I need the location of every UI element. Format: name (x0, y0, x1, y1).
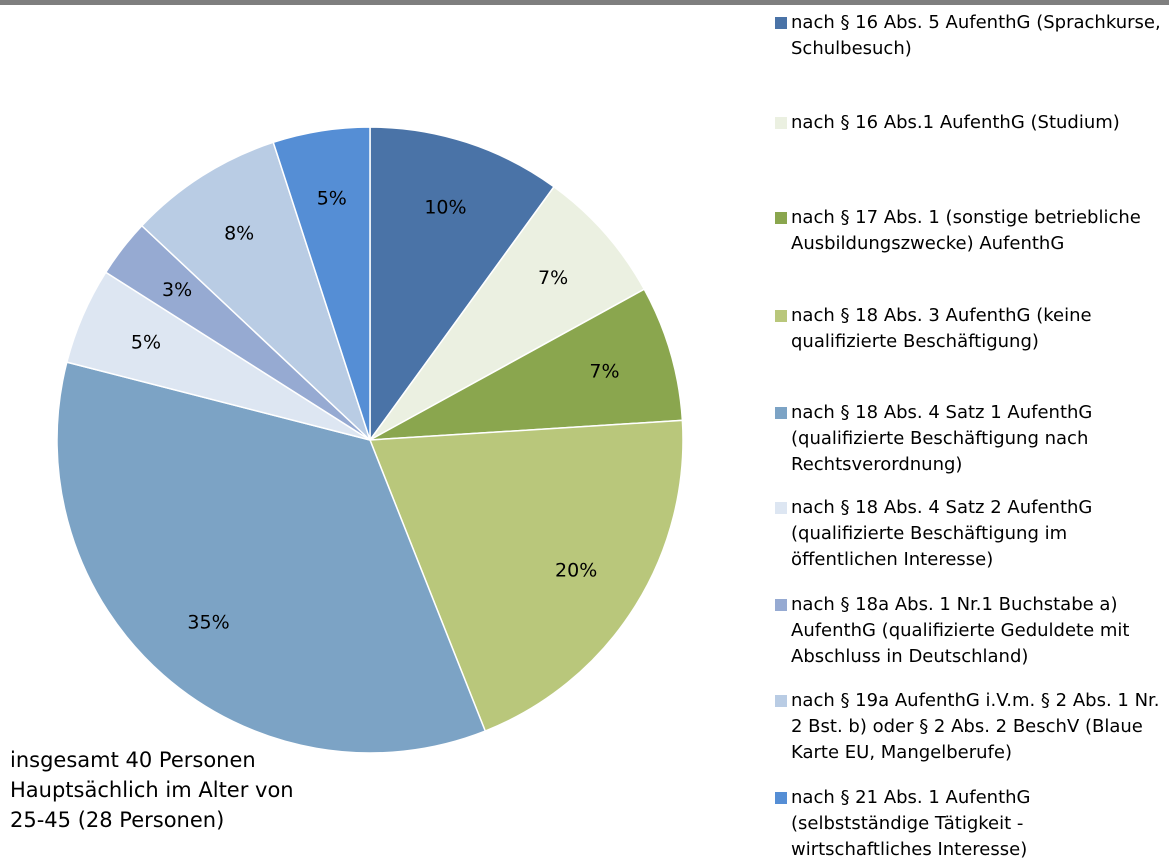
legend-swatch (775, 599, 787, 611)
pie-slice (368, 419, 684, 732)
legend-label: nach § 16 Abs.1 AufenthG (Studium) (791, 112, 1120, 133)
annotation: insgesamt 40 Personen (10, 748, 256, 772)
legend-label: nach § 16 Abs. 5 AufenthG (Sprachkurse, … (791, 12, 1161, 59)
data-label: 35% (187, 612, 229, 634)
data-label: 7% (589, 360, 619, 382)
legend-swatch (775, 502, 787, 514)
data-label: 3% (162, 279, 192, 301)
legend-item: nach § 16 Abs. 5 AufenthG (Sprachkurse, … (775, 10, 1163, 62)
annotation: Hauptsächlich im Alter von (10, 778, 294, 802)
data-label: 5% (131, 332, 161, 354)
legend-swatch (775, 792, 787, 804)
legend-item: nach § 18a Abs. 1 Nr.1 Buchstabe a) Aufe… (775, 592, 1163, 670)
pie-slice (272, 126, 371, 441)
legend-label: nach § 21 Abs. 1 AufenthG (selbstständig… (791, 787, 1031, 860)
pie-slice (369, 126, 556, 443)
data-label: 5% (317, 187, 347, 209)
legend-swatch (775, 17, 787, 29)
legend-item: nach § 18 Abs. 3 AufenthG (keine qualifi… (775, 303, 1163, 355)
legend-swatch (775, 212, 787, 224)
legend-label: nach § 18 Abs. 4 Satz 1 AufenthG (qualif… (791, 402, 1093, 475)
data-label: 20% (555, 559, 597, 581)
legend-label: nach § 18 Abs. 4 Satz 2 AufenthG (qualif… (791, 497, 1093, 570)
legend-swatch (775, 407, 787, 419)
pie-slice (369, 185, 646, 441)
data-label: 7% (538, 267, 568, 289)
legend-item: nach § 17 Abs. 1 (sonstige betriebliche … (775, 205, 1163, 257)
legend-label: nach § 18a Abs. 1 Nr.1 Buchstabe a) Aufe… (791, 594, 1130, 667)
data-label: 8% (224, 222, 254, 244)
legend-label: nach § 17 Abs. 1 (sonstige betriebliche … (791, 207, 1141, 254)
pie-slice (369, 288, 684, 441)
top-bar (0, 0, 1169, 5)
legend-label: nach § 19a AufenthG i.V.m. § 2 Abs. 1 Nr… (791, 690, 1160, 763)
legend-swatch (775, 310, 787, 322)
legend-item: nach § 18 Abs. 4 Satz 1 AufenthG (qualif… (775, 400, 1163, 478)
legend-swatch (775, 695, 787, 707)
pie-area: 10% 7% 7% 20% 35% 5% 3% 8% 5% (56, 126, 684, 754)
legend-item: nach § 19a AufenthG i.V.m. § 2 Abs. 1 Nr… (775, 688, 1163, 766)
legend-item: nach § 21 Abs. 1 AufenthG (selbstständig… (775, 785, 1163, 863)
legend-item: nach § 18 Abs. 4 Satz 2 AufenthG (qualif… (775, 495, 1163, 573)
legend-swatch (775, 117, 787, 129)
legend-label: nach § 18 Abs. 3 AufenthG (keine qualifi… (791, 305, 1092, 352)
annotation: 25-45 (28 Personen) (10, 808, 225, 832)
pie-slice (140, 141, 371, 441)
data-label: 10% (424, 196, 466, 218)
pie-slice (56, 361, 487, 754)
legend-item: nach § 16 Abs.1 AufenthG (Studium) (775, 110, 1163, 136)
